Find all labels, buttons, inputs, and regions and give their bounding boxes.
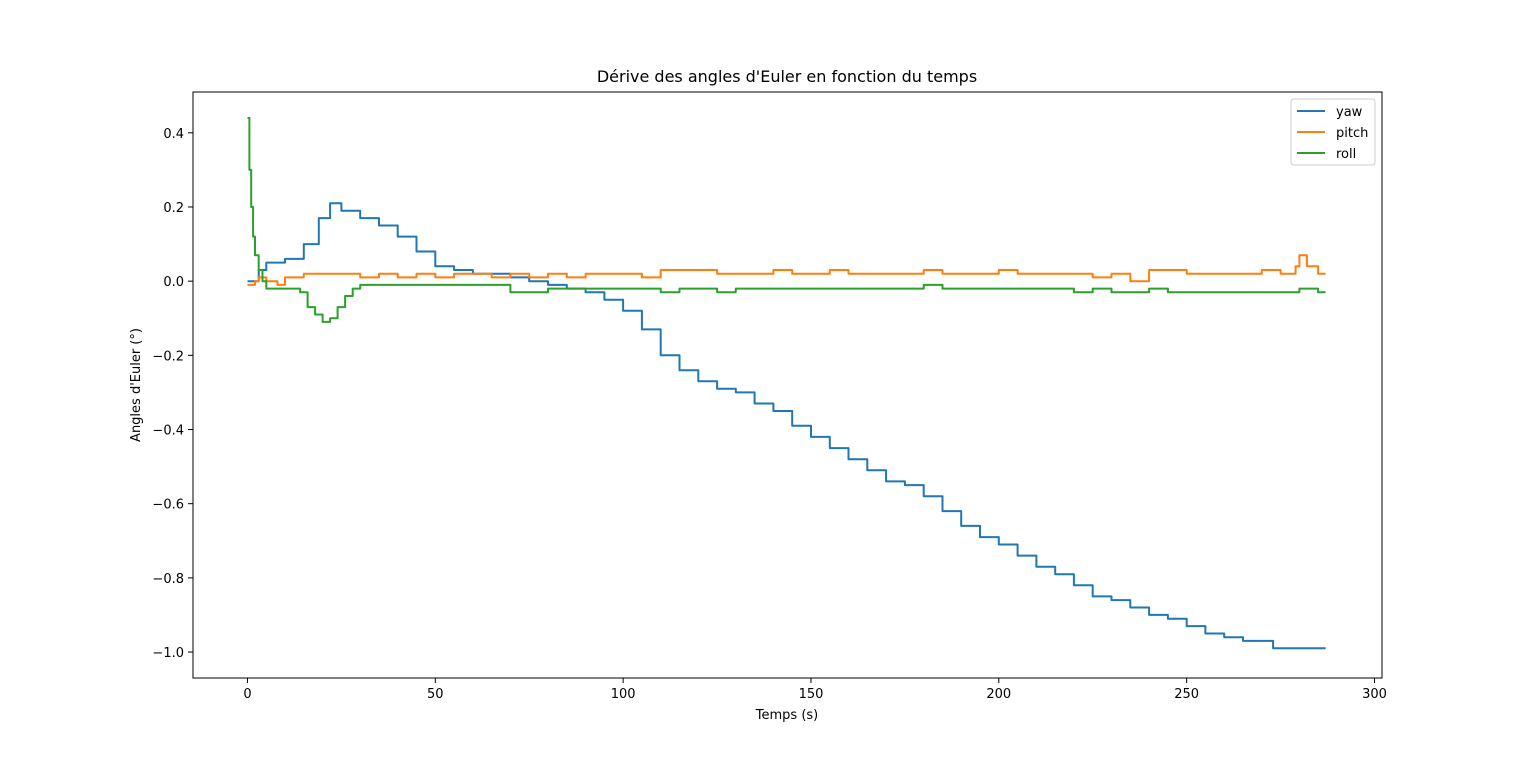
legend-label-roll: roll <box>1336 147 1356 162</box>
y-tick-label: 0.0 <box>163 275 184 290</box>
x-tick-label: 150 <box>799 687 824 702</box>
x-tick-label: 0 <box>243 687 251 702</box>
series-line-roll <box>247 117 1326 323</box>
y-tick-label: −1.0 <box>152 646 184 661</box>
x-tick-label: 250 <box>1174 687 1199 702</box>
x-axis: 0 50 100 150 200 250 300 <box>243 678 1387 702</box>
y-tick-label: −0.4 <box>152 424 184 439</box>
series-line-pitch <box>247 254 1326 286</box>
legend-box <box>1290 98 1376 166</box>
y-tick-label: −0.6 <box>152 498 184 513</box>
chart-title: Dérive des angles d'Euler en fonction du… <box>597 67 977 86</box>
x-tick-label: 300 <box>1362 687 1387 702</box>
legend-label-yaw: yaw <box>1336 105 1363 120</box>
y-tick-label: −0.8 <box>152 572 184 587</box>
y-tick-label: −0.2 <box>152 349 184 364</box>
x-axis-title: Temps (s) <box>755 708 818 723</box>
series-line-yaw <box>247 202 1326 650</box>
y-axis: 0.4 0.2 0.0 −0.2 −0.4 −0.6 −0.8 −1.0 <box>152 127 193 661</box>
y-tick-label: 0.2 <box>163 201 184 216</box>
plot-frame <box>192 91 1383 679</box>
legend-label-pitch: pitch <box>1336 126 1368 141</box>
x-tick-label: 50 <box>427 687 444 702</box>
y-axis-title: Angles d'Euler (°) <box>129 328 144 442</box>
x-tick-label: 200 <box>986 687 1011 702</box>
series-layer <box>247 117 1326 650</box>
legend: yaw pitch roll <box>1290 98 1376 166</box>
y-tick-label: 0.4 <box>163 127 184 142</box>
x-tick-label: 100 <box>611 687 636 702</box>
